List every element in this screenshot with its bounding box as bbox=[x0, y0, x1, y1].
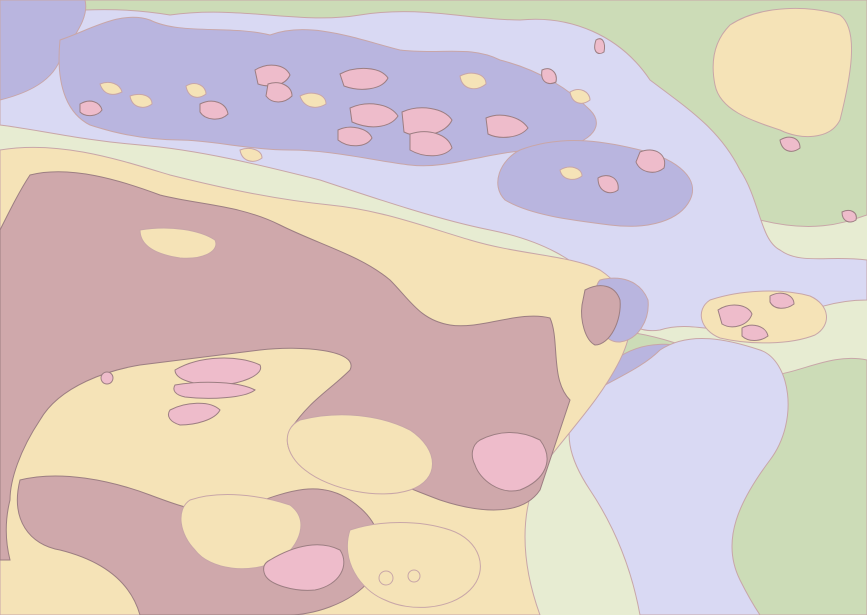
zone-very-high-5 bbox=[263, 544, 345, 591]
zone-very-high-3 bbox=[167, 402, 221, 426]
zone-very-low-north-2 bbox=[58, 16, 597, 167]
marker-dot-2 bbox=[407, 569, 421, 583]
zone-very-high-4 bbox=[471, 432, 548, 492]
zone-high-lake-se bbox=[581, 285, 621, 346]
marker-dot-1 bbox=[100, 371, 114, 385]
zone-very-high-1 bbox=[174, 357, 262, 386]
zone-medium-high-island-4 bbox=[139, 227, 217, 259]
zone-medium-high-northeast bbox=[712, 8, 852, 138]
eastern-cluster bbox=[700, 290, 827, 344]
marker-dot-3 bbox=[378, 570, 394, 586]
zone-medium-high-island-3 bbox=[346, 522, 481, 608]
northern-peaks bbox=[79, 38, 857, 223]
zone-medium-high-island-1 bbox=[286, 414, 433, 495]
northern-yellow-specks bbox=[99, 72, 591, 180]
zone-very-high-2 bbox=[173, 381, 256, 399]
zone-low-southeast bbox=[568, 338, 789, 615]
